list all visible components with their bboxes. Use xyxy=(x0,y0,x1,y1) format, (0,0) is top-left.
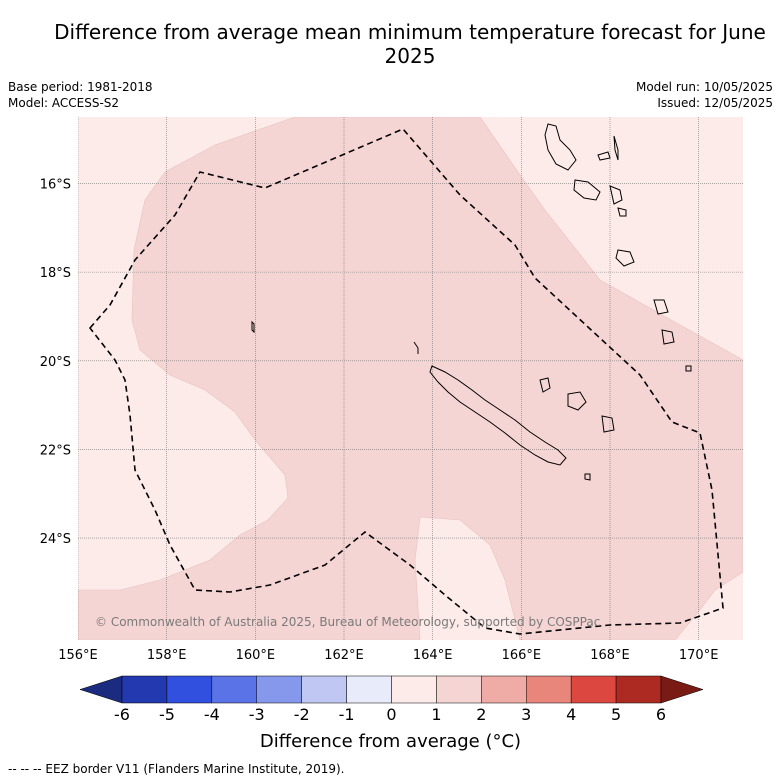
y-tick-labels: 16°S 18°S 20°S 22°S 24°S xyxy=(40,177,71,547)
colorbar-bin xyxy=(166,675,213,704)
loyalty-island-ouvea xyxy=(539,377,551,393)
colorbar-extend-high xyxy=(660,675,704,704)
colorbar-tick-label: 2 xyxy=(476,705,486,724)
colorbar-bin xyxy=(346,675,392,704)
colorbar-tick-label: -5 xyxy=(159,705,175,724)
belep-islands xyxy=(413,341,419,354)
x-tick-label: 160°E xyxy=(236,648,276,663)
x-tick-labels: 156°E 158°E 160°E 162°E 164°E 166°E 168°E 170°E xyxy=(58,648,718,663)
colorbar-tick-label: -3 xyxy=(249,705,265,724)
eez-border xyxy=(88,128,724,635)
colorbar-extend-low xyxy=(79,675,123,704)
x-tick-label: 168°E xyxy=(590,648,630,663)
vanuatu-ambae xyxy=(597,151,611,161)
loyalty-island-lifou xyxy=(567,391,587,411)
coastlines xyxy=(251,123,692,481)
colorbar-bin xyxy=(570,675,617,704)
new-caledonia-island xyxy=(429,365,567,466)
meta-left: Base period: 1981-2018 Model: ACCESS-S2 xyxy=(8,79,153,111)
x-tick-label: 164°E xyxy=(413,648,453,663)
anomaly-region-1-2 xyxy=(78,117,743,640)
eez-legend-note: -- -- -- EEZ border V11 (Flanders Marine… xyxy=(8,762,345,776)
colorbar-tick-label: 5 xyxy=(611,705,621,724)
copyright-text: © Commonwealth of Australia 2025, Bureau… xyxy=(95,615,600,629)
y-tick-label: 18°S xyxy=(40,266,71,281)
colorbar-tick-label: 6 xyxy=(656,705,666,724)
x-tick-label: 156°E xyxy=(58,648,98,663)
issued-date: Issued: 12/05/2025 xyxy=(657,96,773,110)
model-run: Model run: 10/05/2025 xyxy=(635,80,773,94)
colorbar-tick-label: -1 xyxy=(339,705,355,724)
colorbar-bin xyxy=(121,675,168,704)
ile-des-pins xyxy=(584,473,591,481)
model-name: Model: ACCESS-S2 xyxy=(8,96,120,110)
colorbar-bin xyxy=(211,675,257,704)
meta-right: Model run: 10/05/2025 Issued: 12/05/2025 xyxy=(636,79,773,111)
y-tick-label: 16°S xyxy=(40,177,71,192)
vanuatu-malekula xyxy=(573,179,601,201)
x-tick-label: 170°E xyxy=(679,648,719,663)
vanuatu-erromango xyxy=(615,249,635,267)
loyalty-island-mare xyxy=(601,415,615,433)
colorbar-tick-label: 3 xyxy=(521,705,531,724)
matthew-island xyxy=(685,365,692,372)
colorbar-tick-label: 1 xyxy=(431,705,441,724)
vanuatu-efate xyxy=(617,207,627,217)
colorbar-bin xyxy=(391,675,437,704)
colorbar-tick-label: 0 xyxy=(386,705,396,724)
vanuatu-tanna xyxy=(653,299,669,315)
graticule xyxy=(78,117,743,640)
map-area xyxy=(78,117,743,640)
colorbar-bin xyxy=(301,675,347,704)
colorbar-tick-label: -2 xyxy=(294,705,310,724)
vanuatu-aneityum xyxy=(661,329,675,345)
colorbar-bin xyxy=(436,675,482,704)
colorbar-bin xyxy=(481,675,527,704)
vanuatu-pentecost xyxy=(609,185,623,205)
y-tick-label: 20°S xyxy=(40,355,71,370)
colorbar-bin xyxy=(526,675,572,704)
colorbar-bin xyxy=(615,675,662,704)
chesterfield-islands xyxy=(251,320,255,334)
base-period: Base period: 1981-2018 xyxy=(8,80,153,94)
colorbar-tick-label: -6 xyxy=(114,705,130,724)
y-tick-label: 24°S xyxy=(40,532,71,547)
colorbar-tick-labels: -6 -5 -4 -3 -2 -1 0 1 2 3 4 5 6 xyxy=(114,705,666,724)
chart-title: Difference from average mean minimum tem… xyxy=(54,20,766,68)
x-tick-label: 158°E xyxy=(147,648,187,663)
colorbar xyxy=(79,675,704,704)
x-tick-label: 166°E xyxy=(502,648,542,663)
y-tick-label: 22°S xyxy=(40,443,71,458)
colorbar-tick-label: -4 xyxy=(204,705,220,724)
vanuatu-espiritu-santo xyxy=(544,123,577,171)
colorbar-bin xyxy=(256,675,302,704)
colorbar-tick-label: 4 xyxy=(566,705,576,724)
vanuatu-maewo xyxy=(613,135,619,161)
colorbar-title: Difference from average (°C) xyxy=(259,731,522,752)
x-tick-label: 162°E xyxy=(324,648,364,663)
